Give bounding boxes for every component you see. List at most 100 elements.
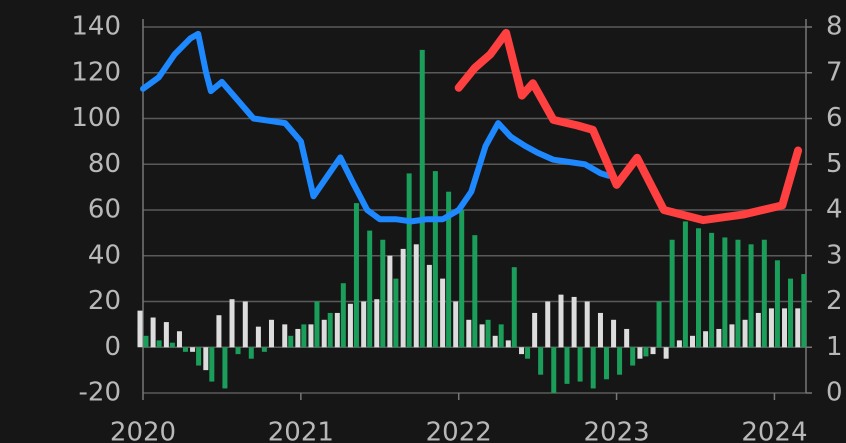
bar [367,230,373,348]
bar [327,312,333,348]
bar [143,335,149,348]
bar [584,301,590,348]
bar [334,312,340,348]
bar [295,328,301,348]
bar [597,312,603,348]
bar [656,301,662,348]
bar [729,324,735,348]
bar [558,294,564,348]
bar [630,347,636,366]
bar [716,328,722,348]
line [140,30,612,225]
bar [564,347,570,384]
bar [479,324,485,348]
bar [525,347,531,359]
bar [782,308,788,348]
bar [353,203,359,348]
bar [150,317,156,348]
y-tick-label: 140 [71,12,121,42]
bar [176,331,182,348]
bar [498,324,504,348]
bar [426,264,432,348]
y2-tick-label: 5 [826,149,843,179]
bar [419,49,425,348]
bar [774,260,780,348]
bar [617,347,623,375]
x-tick-label: 2021 [268,418,334,443]
bar [347,303,353,348]
bar [577,347,583,382]
bar [196,347,202,366]
bar [190,347,196,352]
bar [400,248,406,348]
y2-tick-label: 6 [826,103,843,133]
bar [735,239,741,348]
bar [137,310,143,348]
y2-tick-label: 1 [826,332,843,362]
y-tick-label: -20 [79,378,121,408]
bar [603,347,609,380]
bar [696,228,701,348]
bar [268,319,274,348]
bar [571,296,577,348]
bar [182,347,188,352]
y-tick-label: 120 [71,57,121,87]
x-tick-label: 2023 [583,418,649,443]
y2-tick-label: 7 [826,57,843,87]
bar [314,301,320,348]
bar [637,347,643,359]
bar [538,347,544,375]
bar [361,301,367,348]
bar [643,347,649,357]
bar [216,315,222,348]
bar [374,299,380,348]
bar [301,324,307,348]
bar [308,324,314,348]
y2-tick-label: 2 [826,286,843,316]
bar [755,312,761,348]
bar [255,326,261,348]
bar [669,239,675,348]
bar [472,235,478,348]
bar [611,319,617,348]
x-tick-label: 2020 [110,418,176,443]
bar [242,301,248,348]
y2-tick-label: 0 [826,378,843,408]
bar [432,171,438,348]
bar [209,347,215,382]
bar [387,255,393,348]
bar [163,322,169,348]
bar [761,239,767,348]
bar [413,244,419,348]
bar [248,347,254,359]
bar [380,239,386,348]
y2-tick-label: 3 [826,240,843,270]
bar [624,328,630,348]
y2-tick-label: 4 [826,195,843,225]
bar [440,278,446,348]
bar [722,237,728,348]
bar [282,324,288,348]
bar [453,301,459,348]
bar [229,299,235,348]
bar [676,340,682,348]
bar [222,347,228,389]
x-tick-label: 2022 [426,418,492,443]
bar [393,278,399,348]
bar [340,283,346,348]
bar [203,347,209,371]
bar [801,274,807,348]
bar [690,335,695,348]
bar [446,191,452,348]
y2-tick-label: 8 [826,12,843,42]
bar [492,335,498,348]
y-tick-label: 0 [104,332,121,362]
bar [795,308,801,348]
bar [169,342,175,348]
bar [551,347,557,393]
x-tick-label: 2024 [741,418,807,443]
bar [748,244,754,348]
bar [545,301,551,348]
bar [288,335,294,348]
bar [788,278,794,348]
